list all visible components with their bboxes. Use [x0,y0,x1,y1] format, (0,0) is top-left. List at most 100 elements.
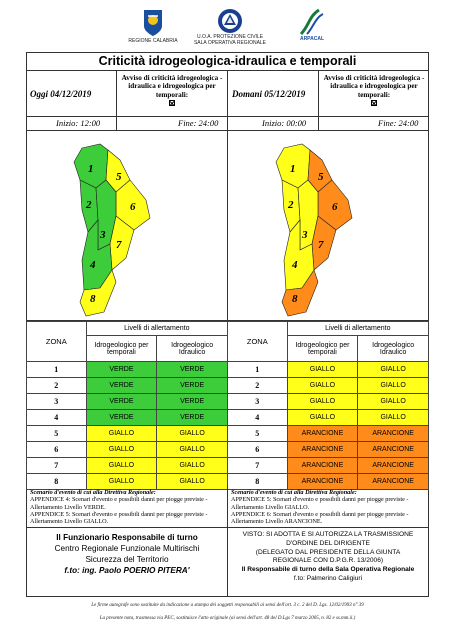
time-row: Inizio: 12:00 Fine: 24:00 Inizio: 00:00 … [26,117,429,131]
left-sign-l2: Centro Regionale Funzionale Multirischi [54,544,200,553]
table-row: 4 GIALLO GIALLO [227,409,429,426]
map-label-2: 2 [85,199,92,211]
left-avviso: Avviso di criticità idrogeologica - idra… [118,74,226,107]
map-label-7: 7 [116,239,122,251]
alert-level-cell: GIALLO [85,425,158,442]
table-row: 5 ARANCIONE ARANCIONE [227,425,429,442]
zone-number: 7 [227,457,288,474]
footer-line2: La presente nota, trasmessa via PEC, sos… [99,616,356,621]
col-idraulico-header: Idrogeologico Idraulico [357,335,429,362]
map-label-3: 3 [99,229,106,241]
table-row: 2 VERDE VERDE [26,377,228,394]
right-sign-l1: VISTO: SI ADOTTA E SI AUTORIZZA LA TRASM… [242,531,414,538]
table-row: 6 ARANCIONE ARANCIONE [227,441,429,458]
protezione-civile-logo: U.O.A. PROTEZIONE CIVILE SALA OPERATIVA … [190,8,270,46]
right-sign-l3: (DELEGATO DAL PRESIDENTE DELLA GIUNTA [255,548,401,556]
left-signature: Il Funzionario Responsabile di turno Cen… [28,532,226,576]
alert-level-cell: GIALLO [85,473,158,490]
zone-number: 3 [26,393,87,410]
table-row: 4 VERDE VERDE [26,409,228,426]
zona-header: ZONA [227,321,288,362]
zone-number: 6 [26,441,87,458]
center-divider [227,71,228,321]
right-date: Domani 05/12/2019 [232,89,306,99]
right-sign-l4: REGIONALE CON D.P.G.R. 13/2006) [272,557,384,565]
zone-8-area [281,269,319,317]
left-sign-l4: f.to: ing. Paolo POERIO PITERA' [64,566,190,575]
footer-line1: Le firme autografe sono sostituite da in… [91,603,364,608]
map-label-5: 5 [116,171,122,183]
table-row: 8 GIALLO GIALLO [26,473,228,490]
table-row: 3 GIALLO GIALLO [227,393,429,410]
alert-level-cell: VERDE [156,361,228,378]
left-scenario-heading: Scenario d'evento di cui alla Direttiva … [30,489,156,496]
alert-level-cell: ARANCIONE [357,425,429,442]
alert-level-cell: VERDE [85,393,158,410]
alert-level-cell: ARANCIONE [286,441,359,458]
map-label-4: 4 [291,259,298,271]
table-row: 3 VERDE VERDE [26,393,228,410]
zona-header: ZONA [26,321,87,362]
zone-number: 4 [227,409,288,426]
alert-level-cell: GIALLO [156,425,228,442]
right-scenario: Scenario d'evento di cui alla Direttiva … [231,489,425,525]
regione-crest-icon [144,10,162,36]
zone-number: 2 [26,377,87,394]
zone-number: 6 [227,441,288,458]
alert-level-cell: VERDE [85,409,158,426]
zone-number: 1 [227,361,288,378]
alert-level-cell: ARANCIONE [357,441,429,458]
zone-number: 7 [26,457,87,474]
zone-number: 4 [26,409,87,426]
map-label-8: 8 [90,293,96,305]
alert-level-cell: ARANCIONE [286,425,359,442]
left-region-map: 1 2 3 4 5 6 7 8 [73,143,151,317]
zone-number: 2 [227,377,288,394]
col-temporali-header: Idrogeologico per temporali [85,335,158,362]
page-title: Criticità idrogeologica-idraulica e temp… [26,52,429,71]
left-scenario-line1: APPENDICE 4: Scenari d'evento e possibil… [30,496,208,511]
alert-level-cell: GIALLO [156,441,228,458]
alert-level-cell: GIALLO [156,473,228,490]
table-row: 2 GIALLO GIALLO [227,377,429,394]
zone-number: 3 [227,393,288,410]
alert-level-cell: GIALLO [357,361,429,378]
table-row: 1 VERDE VERDE [26,361,228,378]
alert-level-cell: GIALLO [357,393,429,410]
right-scenario-line1: APPENDICE 5: Scenari d'evento e possibil… [231,496,409,511]
col-temporali-header: Idrogeologico per temporali [286,335,359,362]
regione-calabria-logo: REGIONE CALABRIA [118,8,188,44]
table-row: 7 GIALLO GIALLO [26,457,228,474]
alert-level-cell: GIALLO [85,457,158,474]
map-label-1: 1 [290,163,296,175]
zone-number: 5 [227,425,288,442]
maps-row [26,131,429,321]
map-label-7: 7 [318,239,324,251]
right-signature: VISTO: SI ADOTTA E SI AUTORIZZA LA TRASM… [229,531,427,584]
zone-7-area [109,215,135,271]
levels-header: Livelli di allertamento [85,321,229,336]
alert-level-cell: GIALLO [286,361,359,378]
right-start-time: Inizio: 00:00 [262,118,307,128]
alert-level-cell: VERDE [156,393,228,410]
map-label-6: 6 [130,201,136,213]
header-logos: REGIONE CALABRIA U.O.A. PROTEZIONE CIVIL… [0,8,457,56]
zone-number: 1 [26,361,87,378]
table-row: 7 ARANCIONE ARANCIONE [227,457,429,474]
left-avviso-checkbox [169,100,175,107]
alert-level-cell: VERDE [156,409,228,426]
map-label-3: 3 [301,229,308,241]
map-label-1: 1 [88,163,94,175]
alert-level-cell: GIALLO [286,393,359,410]
right-scenario-line2: APPENDICE 6: Scenari d'evento e possibil… [231,510,409,526]
alert-level-cell: ARANCIONE [286,473,359,490]
right-avviso-checkbox [371,100,377,107]
alert-level-cell: VERDE [156,377,228,394]
alert-level-cell: GIALLO [357,409,429,426]
right-sign-l2: D'ORDINE DEL DIRIGENTE [286,539,370,547]
zone-7-area [311,215,337,271]
left-start-time: Inizio: 12:00 [56,118,101,128]
right-scenario-heading: Scenario d'evento di cui alla Direttiva … [231,489,357,496]
zone-number: 8 [26,473,87,490]
